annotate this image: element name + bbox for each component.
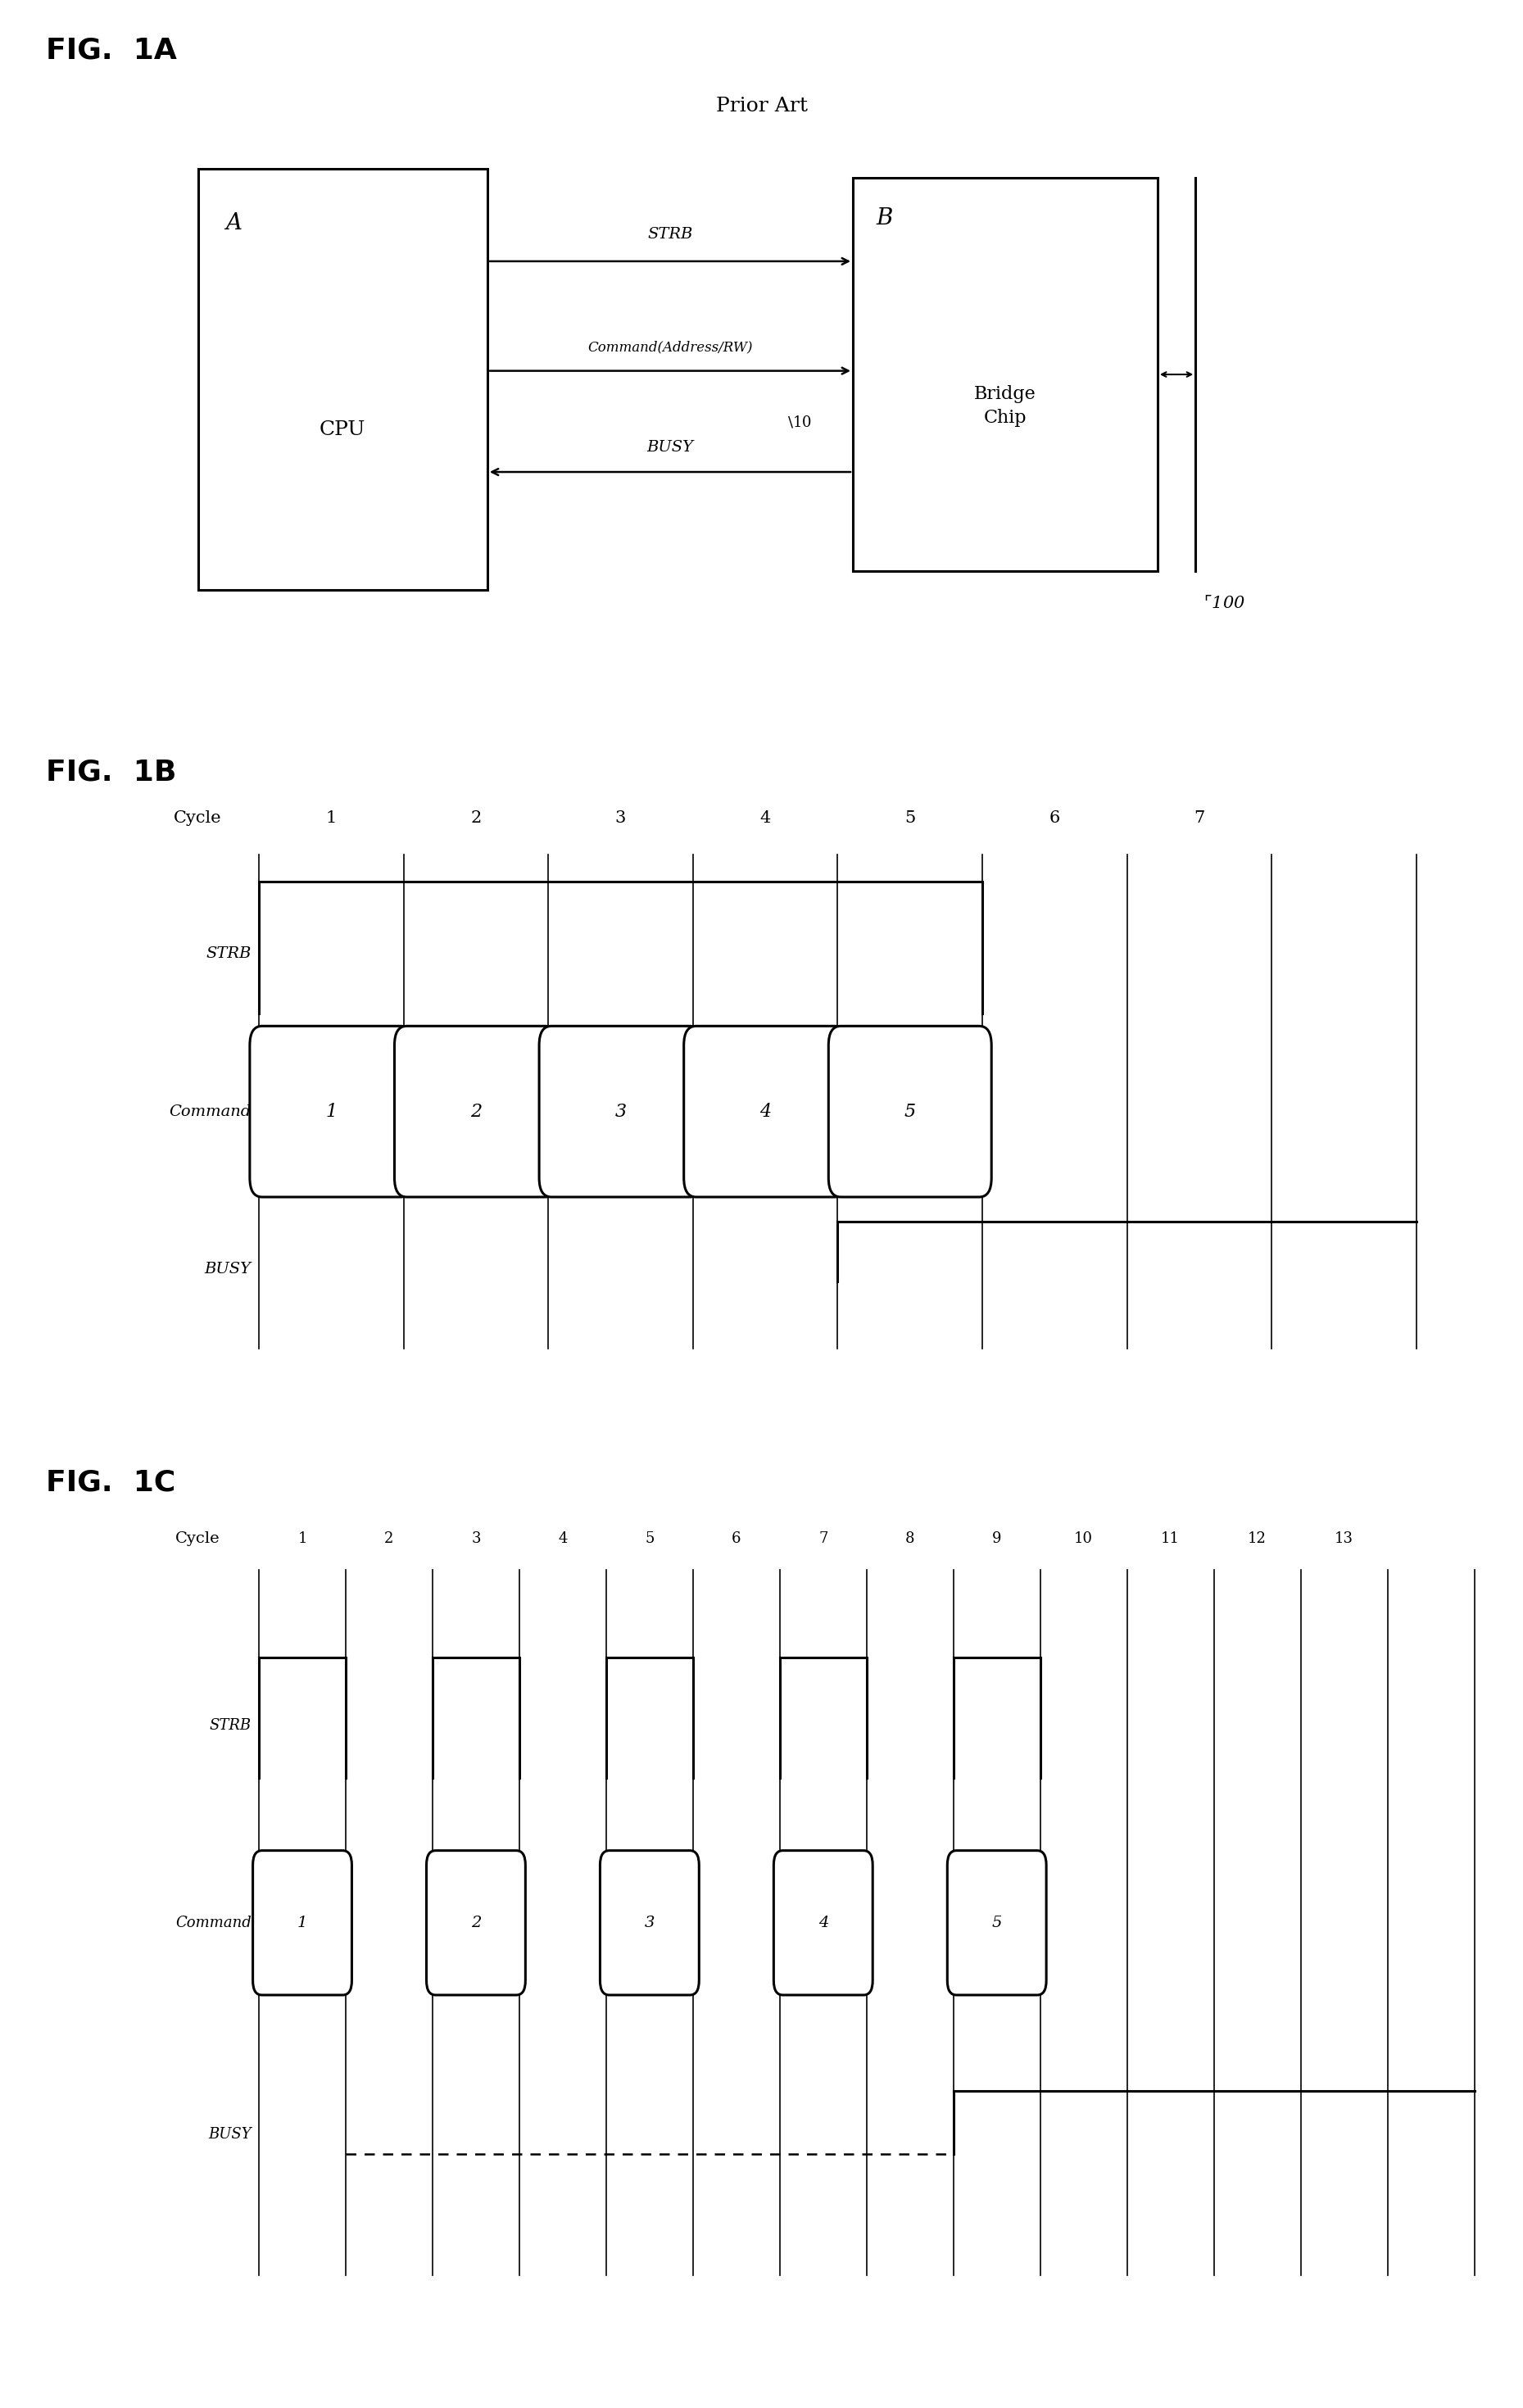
Text: 3: 3 [644,1914,655,1931]
Text: A: A [225,212,242,234]
Text: 4: 4 [760,811,771,826]
Text: STRB: STRB [206,946,251,961]
Text: 9: 9 [991,1531,1002,1546]
FancyBboxPatch shape [250,1026,413,1197]
FancyBboxPatch shape [426,1852,525,1994]
Text: 3: 3 [615,811,626,826]
FancyBboxPatch shape [947,1852,1046,1994]
FancyBboxPatch shape [253,1852,352,1994]
Text: 12: 12 [1247,1531,1267,1546]
FancyBboxPatch shape [684,1026,847,1197]
Text: 3: 3 [615,1103,626,1120]
Text: 2: 2 [471,1103,481,1120]
Text: 5: 5 [991,1914,1002,1931]
Text: 5: 5 [905,811,915,826]
Text: Command(Address/RW): Command(Address/RW) [588,340,752,354]
Text: STRB: STRB [209,1717,251,1734]
FancyBboxPatch shape [539,1026,702,1197]
FancyBboxPatch shape [198,169,487,590]
FancyBboxPatch shape [774,1852,873,1994]
Text: FIG.  1C: FIG. 1C [46,1469,175,1498]
Text: Bridge
Chip: Bridge Chip [975,385,1036,426]
Text: 6: 6 [731,1531,742,1546]
Text: 4: 4 [818,1914,829,1931]
Text: Command: Command [175,1914,251,1931]
Text: Command: Command [169,1105,251,1120]
Text: 10: 10 [1074,1531,1094,1546]
Text: $\backslash$10: $\backslash$10 [787,414,812,429]
FancyBboxPatch shape [829,1026,991,1197]
Text: 8: 8 [905,1531,915,1546]
Text: FIG.  1A: FIG. 1A [46,36,177,65]
Text: 13: 13 [1334,1531,1354,1546]
Text: 1: 1 [297,1531,308,1546]
Text: 2: 2 [471,811,481,826]
Text: Prior Art: Prior Art [716,96,807,116]
Text: 1: 1 [326,811,337,826]
Text: Cycle: Cycle [174,811,222,826]
Text: 1: 1 [326,1103,337,1120]
Text: 2: 2 [384,1531,394,1546]
Text: 1: 1 [297,1914,308,1931]
Text: CPU: CPU [320,421,366,438]
Text: FIG.  1B: FIG. 1B [46,759,177,787]
FancyBboxPatch shape [600,1852,699,1994]
Text: BUSY: BUSY [647,441,693,455]
Text: 11: 11 [1161,1531,1180,1546]
Text: 4: 4 [557,1531,568,1546]
Text: 6: 6 [1049,811,1060,826]
Text: BUSY: BUSY [209,2126,251,2141]
Text: 4: 4 [760,1103,771,1120]
Text: 7: 7 [1194,811,1205,826]
Text: 5: 5 [644,1531,655,1546]
FancyBboxPatch shape [394,1026,557,1197]
Text: 5: 5 [905,1103,915,1120]
Text: 7: 7 [818,1531,829,1546]
Text: 3: 3 [471,1531,481,1546]
Text: STRB: STRB [647,226,693,243]
Text: B: B [876,207,892,229]
FancyBboxPatch shape [853,178,1157,571]
Text: $\ulcorner$100: $\ulcorner$100 [1203,595,1244,612]
Text: Cycle: Cycle [175,1531,221,1546]
Text: 2: 2 [471,1914,481,1931]
Text: BUSY: BUSY [204,1262,251,1276]
